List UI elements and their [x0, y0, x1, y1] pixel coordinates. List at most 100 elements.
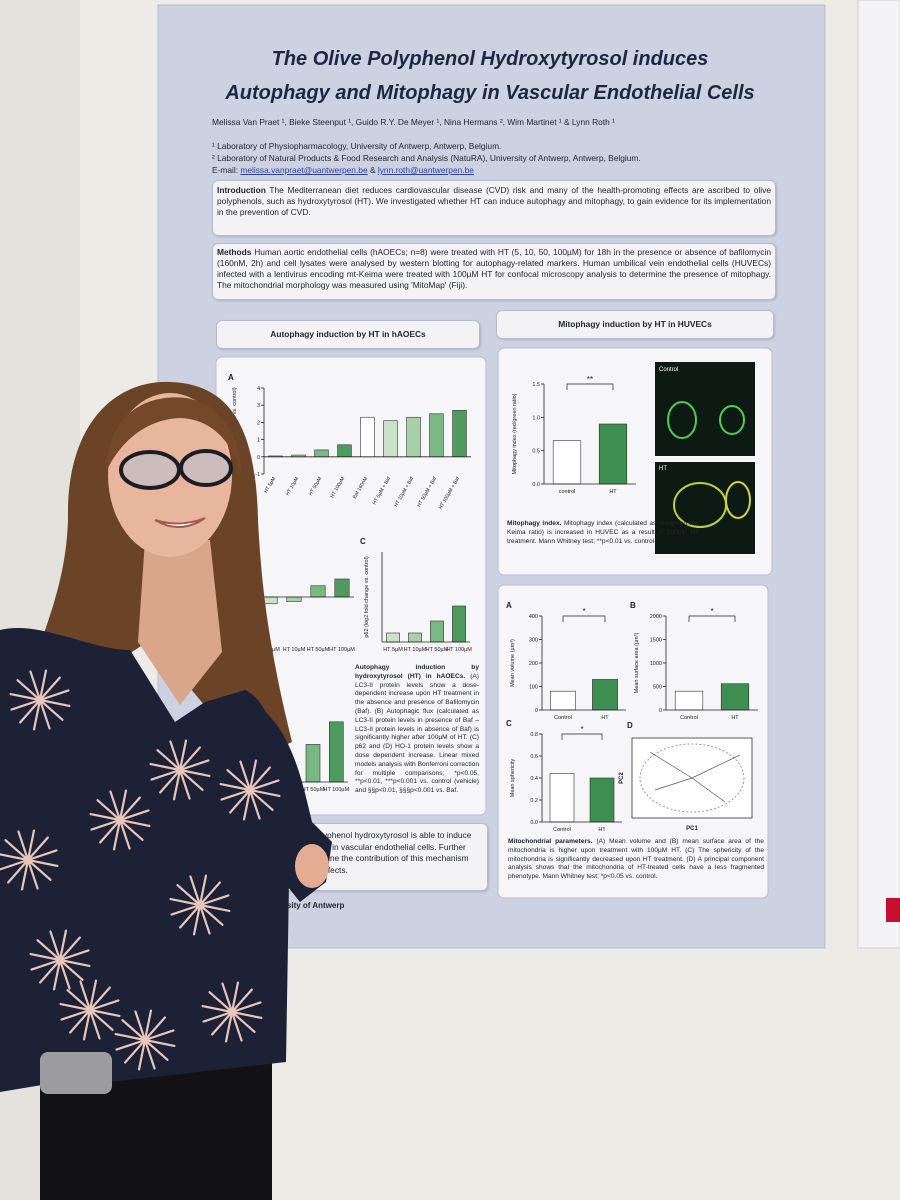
leaf-stroke: [248, 759, 258, 792]
hand: [295, 844, 329, 888]
leaf-stroke: [178, 768, 191, 800]
logo: University of Antwerp: [262, 901, 345, 910]
bar: [552, 440, 582, 485]
leaf-stroke: [69, 1008, 92, 1034]
neighbour-logo: [886, 898, 900, 922]
leaf-stroke: [114, 1032, 147, 1042]
pca-arrows: [649, 751, 741, 803]
leaf-stroke: [137, 1038, 147, 1071]
leaf-stroke: [89, 812, 122, 822]
leaf-stroke: [248, 779, 280, 792]
y-axis-label: p62 (log2 fold change vs. control): [364, 556, 370, 637]
leaf-stroke: [150, 768, 182, 781]
leaf-stroke: [176, 884, 202, 907]
x-tick-label: Control: [554, 715, 572, 721]
conclusion: lyphenol hydroxytyrosol is able to induc…: [321, 830, 485, 876]
leaf-stroke: [16, 679, 42, 702]
y-tick-label: 400: [529, 614, 538, 620]
pca-arrow: [649, 751, 693, 779]
conclusion-line: efine the contribution of this mechanism: [321, 853, 469, 863]
y-tick-label: 0.4: [530, 776, 538, 782]
leaf-stroke: [178, 739, 188, 772]
caption-text: (A) Mean volume and (B) mean surface are…: [508, 838, 764, 881]
leaf-stroke: [143, 1029, 175, 1042]
smile: [154, 517, 206, 528]
leaf-stroke: [59, 1002, 92, 1012]
conclusion-line: lyphenol hydroxytyrosol is able to induc…: [321, 830, 472, 840]
leaf-stroke: [118, 818, 144, 841]
neck: [138, 540, 222, 705]
email-label: E-mail:: [212, 165, 239, 175]
introduction-box: Introduction The Mediterranean diet redu…: [212, 180, 776, 236]
glasses-lens: [179, 449, 233, 487]
pca-circle: [639, 743, 745, 813]
x-tick-label: HT: [598, 827, 606, 833]
leaf-stroke: [202, 1010, 234, 1023]
email: lynn.roth@uantwerpen.be: [377, 165, 474, 175]
panel-letter: A: [228, 373, 234, 382]
section-heading: Introduction: [217, 185, 266, 195]
leaf-stroke: [26, 829, 36, 862]
leaf-burst: [169, 874, 231, 936]
leaf-stroke: [29, 952, 62, 962]
y-tick-label: 1000: [650, 661, 662, 667]
significance-bracket: [561, 733, 603, 740]
heading-box: Mitophagy induction by HT in HUVECs: [496, 310, 774, 339]
significance: *: [710, 607, 713, 616]
y-tick-label: 0.8: [530, 732, 538, 738]
paragraph: The Mediterranean diet reduces cardiovas…: [217, 185, 771, 217]
leaf-stroke: [248, 788, 274, 811]
significance-bracket: [562, 615, 606, 622]
leaf-stroke: [192, 903, 202, 936]
pca-arrow: [654, 777, 693, 791]
panel-letter: A: [506, 601, 512, 610]
leaf-stroke: [88, 979, 98, 1012]
heading-box: Autophagy induction by HT in hAOECs: [216, 320, 480, 349]
y-tick-label: 3: [257, 403, 260, 409]
introduction: Introduction The Mediterranean diet redu…: [217, 185, 771, 218]
x-tick-label: HT 50µM: [307, 647, 330, 653]
y-tick-label: 0.0: [530, 820, 538, 826]
x-tick-label: HT 10µM: [283, 647, 306, 653]
leaf-stroke: [178, 746, 201, 772]
leaf-stroke: [39, 958, 62, 984]
leaf-stroke: [38, 698, 64, 721]
panel-letter: C: [506, 719, 512, 728]
leaf-stroke: [242, 788, 252, 821]
significance: *: [580, 725, 583, 734]
leaf-stroke: [198, 874, 208, 907]
y-tick-label: 500: [653, 685, 662, 691]
x-tick-label: HT 100µM: [323, 787, 349, 793]
x-tick-label: HT: [601, 715, 609, 721]
leaf-stroke: [0, 853, 30, 862]
microscopy-label: Control: [659, 367, 678, 373]
leaf-stroke: [79, 980, 92, 1012]
leaf-stroke: [189, 875, 202, 907]
leaf-stroke: [179, 903, 202, 929]
leaf-stroke: [38, 676, 61, 702]
leaf-stroke: [198, 894, 230, 907]
leaf-stroke: [124, 1038, 147, 1064]
leaf-stroke: [178, 759, 210, 772]
leaf-stroke: [170, 903, 202, 916]
y-tick-label: 0: [257, 455, 260, 461]
leaf-stroke: [9, 692, 42, 702]
leaf-stroke: [230, 981, 240, 1014]
section-heading: Methods: [217, 247, 252, 257]
y-axis-label: Mean sphericity: [510, 758, 516, 797]
leaf-stroke: [211, 1010, 234, 1036]
leaf-stroke: [172, 768, 182, 801]
leaf-stroke: [118, 818, 131, 850]
face: [108, 393, 232, 557]
leaf-stroke: [4, 839, 30, 862]
caption-text: Mitophagy index (calculated as red/green…: [507, 520, 699, 545]
y-tick-label: 300: [529, 638, 538, 644]
leaf-stroke: [32, 698, 42, 731]
significance: **: [587, 375, 593, 384]
bar: [720, 683, 750, 711]
leaf-stroke: [221, 982, 234, 1014]
blouse-pattern: [0, 669, 281, 1071]
panel-letter: D: [627, 721, 633, 730]
